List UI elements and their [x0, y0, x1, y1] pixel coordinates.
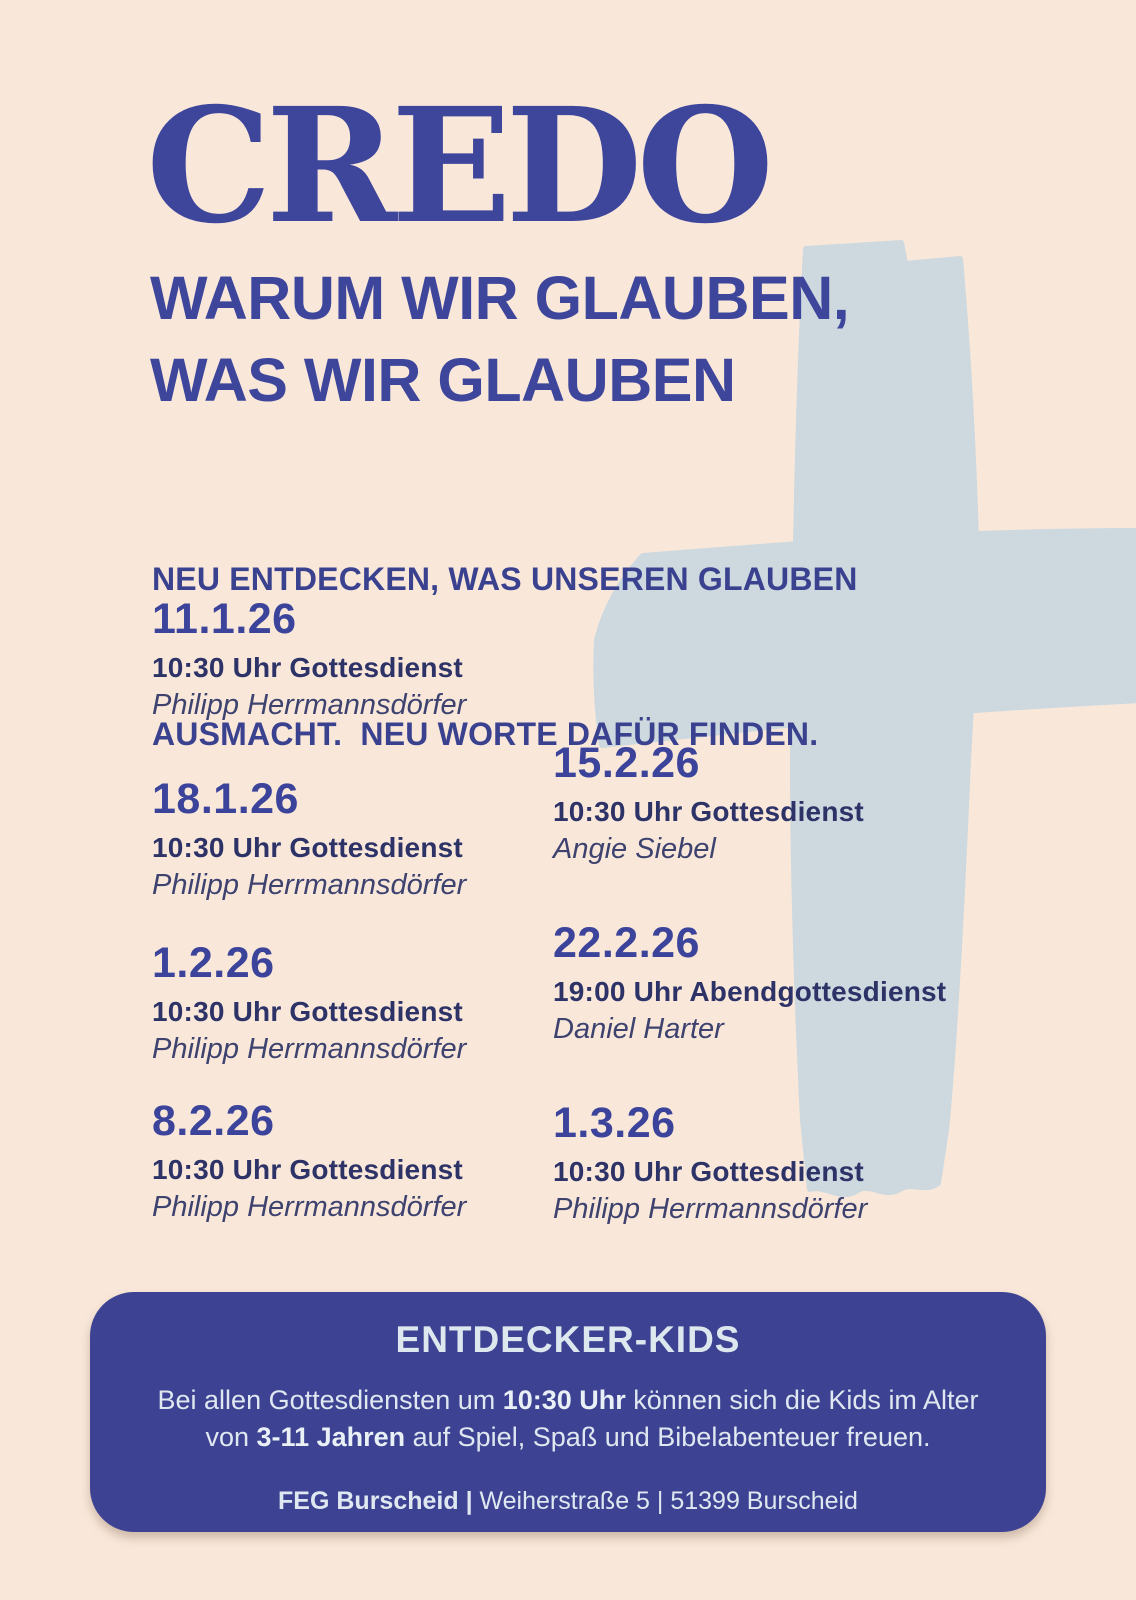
- event-speaker: Philipp Herrmannsdörfer: [553, 1193, 868, 1225]
- body-text: Bei allen Gottesdiensten um: [157, 1385, 503, 1415]
- event-block: 22.2.26 19:00 Uhr Abendgottesdienst Dani…: [553, 922, 946, 1044]
- event-service: 10:30 Uhr Gottesdienst: [553, 796, 864, 827]
- event-speaker: Philipp Herrmannsdörfer: [152, 869, 467, 901]
- church-name: FEG Burscheid |: [278, 1486, 473, 1515]
- event-service: 10:30 Uhr Gottesdienst: [152, 996, 463, 1027]
- event-speaker: Daniel Harter: [553, 1013, 724, 1045]
- event-service: 10:30 Uhr Gottesdienst: [152, 652, 463, 683]
- event-speaker: Angie Siebel: [553, 833, 716, 865]
- kids-box-body-line-1: Bei allen Gottesdiensten um 10:30 Uhr kö…: [90, 1382, 1046, 1419]
- poster-subtitle: WARUM WIR GLAUBEN, WAS WIR GLAUBEN: [150, 258, 850, 421]
- church-address: Weiherstraße 5 | 51399 Burscheid: [472, 1486, 858, 1515]
- body-bold-time: 10:30 Uhr: [502, 1385, 626, 1415]
- event-block: 18.1.26 10:30 Uhr Gottesdienst Philipp H…: [152, 778, 466, 900]
- event-date: 1.3.26: [553, 1099, 676, 1147]
- subtitle-line-1: WARUM WIR GLAUBEN,: [150, 264, 850, 332]
- event-service: 10:30 Uhr Gottesdienst: [152, 1154, 463, 1185]
- entdecker-kids-box: ENTDECKER-KIDS Bei allen Gottesdiensten …: [90, 1292, 1046, 1532]
- event-speaker: Philipp Herrmannsdörfer: [152, 1191, 467, 1223]
- event-speaker: Philipp Herrmannsdörfer: [152, 1033, 467, 1065]
- event-date: 22.2.26: [553, 919, 700, 967]
- event-speaker: Philipp Herrmannsdörfer: [152, 689, 467, 721]
- event-service: 10:30 Uhr Gottesdienst: [152, 832, 463, 863]
- event-date: 11.1.26: [152, 595, 297, 643]
- event-service: 19:00 Uhr Abendgottesdienst: [553, 976, 947, 1007]
- body-text: können sich die Kids im Alter: [625, 1385, 979, 1415]
- event-block: 11.1.26 10:30 Uhr Gottesdienst Philipp H…: [152, 598, 466, 720]
- event-date: 8.2.26: [152, 1097, 275, 1145]
- body-text: auf Spiel, Spaß und Bibelabenteuer freue…: [405, 1422, 931, 1453]
- event-block: 1.3.26 10:30 Uhr Gottesdienst Philipp He…: [553, 1102, 867, 1224]
- page-title: CREDO: [146, 74, 774, 259]
- kids-box-title: ENTDECKER-KIDS: [395, 1319, 741, 1360]
- event-block: 8.2.26 10:30 Uhr Gottesdienst Philipp He…: [152, 1100, 466, 1222]
- event-service: 10:30 Uhr Gottesdienst: [553, 1156, 864, 1187]
- event-block: 1.2.26 10:30 Uhr Gottesdienst Philipp He…: [152, 942, 466, 1064]
- event-date: 18.1.26: [152, 775, 299, 823]
- event-block: 15.2.26 10:30 Uhr Gottesdienst Angie Sie…: [553, 742, 864, 864]
- kids-box-footer: FEG Burscheid | Weiherstraße 5 | 51399 B…: [90, 1487, 1046, 1516]
- kids-box-body: Bei allen Gottesdiensten um 10:30 Uhr kö…: [90, 1382, 1046, 1457]
- subtitle-line-2: WAS WIR GLAUBEN: [150, 345, 736, 414]
- event-date: 1.2.26: [152, 939, 275, 987]
- body-text: von: [205, 1422, 257, 1453]
- body-bold-age: 3-11 Jahren: [256, 1422, 406, 1453]
- event-date: 15.2.26: [553, 739, 700, 787]
- kids-box-body-line-2: von 3-11 Jahren auf Spiel, Spaß und Bibe…: [90, 1419, 1046, 1456]
